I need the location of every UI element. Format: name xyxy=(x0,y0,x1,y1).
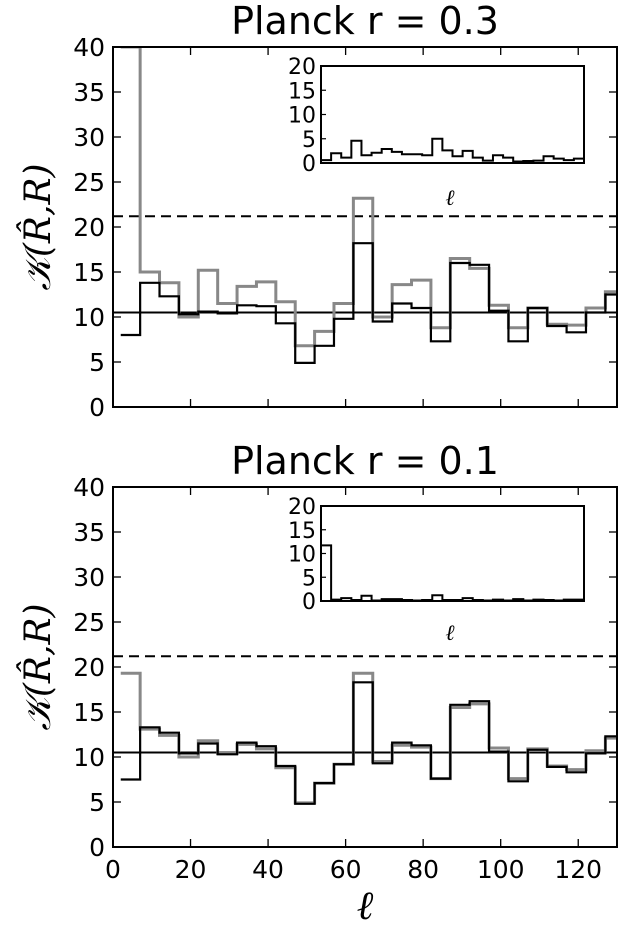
panel-2-plot-area xyxy=(113,655,617,805)
panel-2-ytick-label: 5 xyxy=(89,788,105,817)
panel-2-title: Planck r = 0.1 xyxy=(231,439,499,483)
panel-2-inset-ytick-label: 20 xyxy=(288,495,316,520)
panel-1-ytick-label: 40 xyxy=(73,33,105,62)
panel-2-inset-xlabel: ℓ xyxy=(445,621,455,646)
panel-1-title: Planck r = 0.3 xyxy=(231,0,499,43)
panel-1-inset-ytick-label: 20 xyxy=(288,55,316,80)
panel-2-inset-ytick-label: 5 xyxy=(302,566,316,591)
panel-1-ytick-label: 25 xyxy=(73,168,105,197)
panel-2-inset-ytick-label: 0 xyxy=(302,590,316,615)
panel-1-ytick-label: 35 xyxy=(73,78,105,107)
panel-1-ytick-label: 0 xyxy=(89,393,105,422)
panel-2-inset-ytick-label: 10 xyxy=(288,543,316,568)
panel-2-xtick-label: 40 xyxy=(252,855,284,884)
panel-1-inset-ytick-label: 15 xyxy=(288,79,316,104)
panel-1-ytick-label: 10 xyxy=(73,303,105,332)
panel-2-xtick-label: 20 xyxy=(175,855,207,884)
panel-1-ytick-label: 30 xyxy=(73,123,105,152)
panel-1-inset-xlabel: ℓ xyxy=(445,186,455,211)
panel-2-xtick-label: 100 xyxy=(477,855,525,884)
panel-2-ytick-label: 20 xyxy=(73,653,105,682)
panel-1-ytick-label: 20 xyxy=(73,213,105,242)
panel-1-inset-background xyxy=(321,66,584,163)
panel-1-ylabel: 𝒦(R̂,R) xyxy=(16,163,59,290)
panel-2-ytick-label: 30 xyxy=(73,563,105,592)
panel-1-inset-series xyxy=(321,137,584,163)
panel-1-inset-ytick-label: 10 xyxy=(288,104,316,129)
panel-2-inset-background xyxy=(321,506,584,601)
panel-2-xtick-label: 80 xyxy=(407,855,439,884)
panel-1-ytick-label: 15 xyxy=(73,258,105,287)
panel-2-ylabel: 𝒦(R̂,R) xyxy=(16,603,59,730)
panel-2-xtick-label: 120 xyxy=(554,855,602,884)
panel-2-inset-ytick-label: 15 xyxy=(288,519,316,544)
panel-2-ytick-label: 10 xyxy=(73,743,105,772)
panel-2-xtick-label: 60 xyxy=(330,855,362,884)
panel-2-ytick-label: 35 xyxy=(73,518,105,547)
panel-1-ytick-label: 5 xyxy=(89,348,105,377)
panel-1-plot-area xyxy=(113,47,617,364)
panel-1-inset-ytick-label: 0 xyxy=(302,152,316,177)
panel-2-ytick-label: 15 xyxy=(73,698,105,727)
panel-2-ytick-label: 40 xyxy=(73,473,105,502)
panel-1-series-black xyxy=(120,242,617,364)
panel-2-ytick-label: 25 xyxy=(73,608,105,637)
panel-2-xlabel: ℓ xyxy=(357,883,374,926)
panel-2-series-black xyxy=(120,681,617,805)
panel-1-inset-ytick-label: 5 xyxy=(302,128,316,153)
panel-2-xtick-label: 0 xyxy=(105,855,121,884)
panel-2-ytick-label: 0 xyxy=(89,833,105,862)
